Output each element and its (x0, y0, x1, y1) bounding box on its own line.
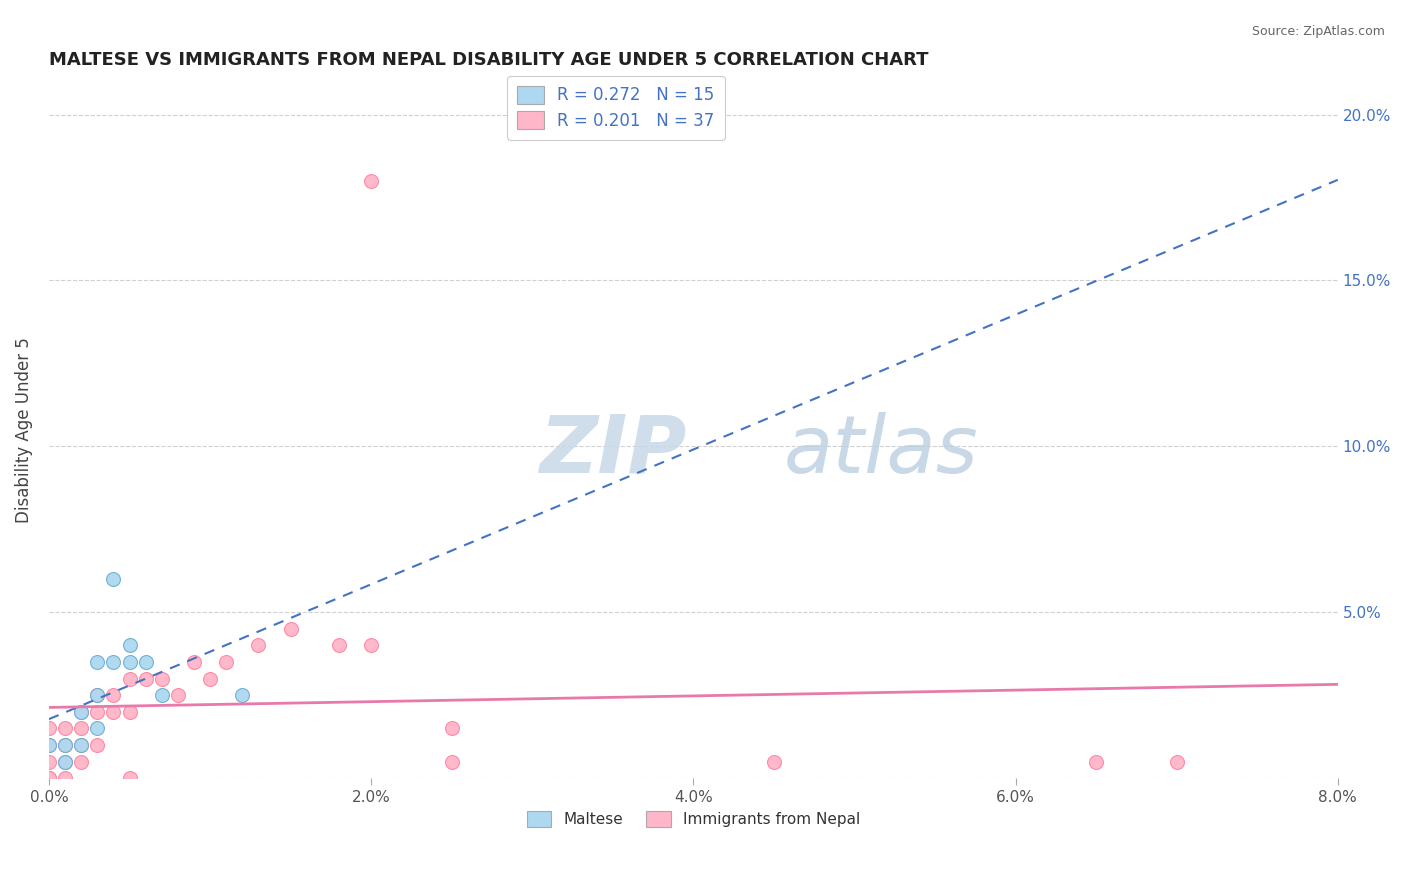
Point (86, 655, 108, 669)
Point (70, 705, 93, 719)
Y-axis label: Disability Age Under 5: Disability Age Under 5 (15, 337, 32, 523)
Point (150, 688, 173, 702)
Point (118, 639, 141, 653)
Point (118, 771, 141, 785)
Point (38, 771, 60, 785)
Point (38, 755, 60, 769)
Point (70, 738, 93, 752)
Point (118, 655, 141, 669)
Point (38, 722, 60, 736)
Point (70, 755, 93, 769)
Text: MALTESE VS IMMIGRANTS FROM NEPAL DISABILITY AGE UNDER 5 CORRELATION CHART: MALTESE VS IMMIGRANTS FROM NEPAL DISABIL… (49, 51, 928, 69)
Legend: Maltese, Immigrants from Nepal: Maltese, Immigrants from Nepal (520, 805, 866, 833)
Point (53, 755, 76, 769)
Point (38, 771, 60, 785)
Point (103, 688, 125, 702)
Point (70, 705, 93, 719)
Point (86, 738, 108, 752)
Point (53, 738, 76, 752)
Point (215, 655, 238, 669)
Point (440, 722, 463, 736)
Point (53, 755, 76, 769)
Text: ZIP: ZIP (538, 412, 686, 490)
Point (103, 572, 125, 586)
Point (247, 639, 270, 653)
Point (360, 639, 382, 653)
Point (118, 672, 141, 686)
Point (53, 738, 76, 752)
Point (53, 722, 76, 736)
Point (118, 705, 141, 719)
Point (166, 688, 188, 702)
Point (183, 655, 205, 669)
Point (1166, 755, 1188, 769)
Point (86, 688, 108, 702)
Text: atlas: atlas (783, 412, 979, 490)
Point (86, 722, 108, 736)
Point (103, 655, 125, 669)
Point (231, 688, 253, 702)
Point (38, 738, 60, 752)
Point (198, 672, 221, 686)
Point (135, 672, 157, 686)
Point (53, 771, 76, 785)
Point (38, 738, 60, 752)
Point (762, 755, 785, 769)
Point (360, 174, 382, 188)
Point (70, 722, 93, 736)
Point (280, 622, 302, 636)
Point (440, 755, 463, 769)
Text: Source: ZipAtlas.com: Source: ZipAtlas.com (1251, 25, 1385, 38)
Point (150, 672, 173, 686)
Point (86, 688, 108, 702)
Point (328, 639, 350, 653)
Point (135, 655, 157, 669)
Point (103, 705, 125, 719)
Point (86, 705, 108, 719)
Point (70, 738, 93, 752)
Point (1085, 755, 1108, 769)
